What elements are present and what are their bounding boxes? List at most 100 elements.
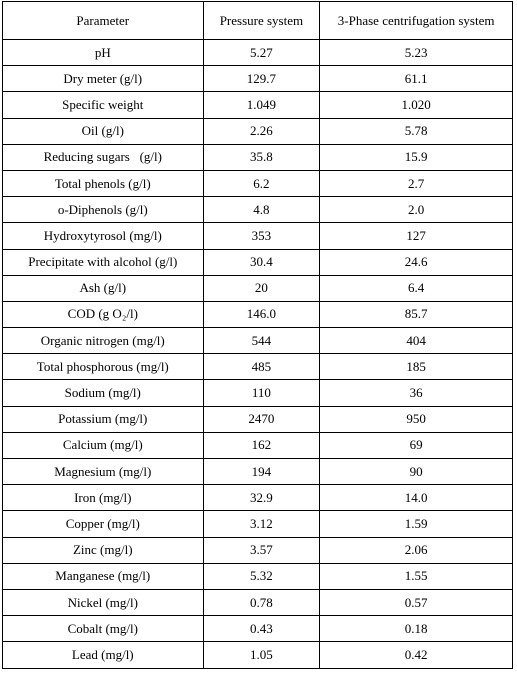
value-cell: 2470 bbox=[202, 405, 321, 433]
parameter-cell: Calcium (mg/l) bbox=[2, 431, 204, 460]
value-cell: 3.12 bbox=[202, 510, 321, 538]
header-row: Parameter Pressure system 3-Phase centrifu… bbox=[2, 1, 513, 40]
value-cell: 36 bbox=[319, 379, 513, 407]
parameter-cell: Dry meter (g/l) bbox=[2, 65, 204, 93]
value-cell: 146.0 bbox=[202, 300, 321, 329]
table-row: Oil (g/l) 2.26 5.78 bbox=[2, 117, 513, 145]
table-row: Reducing sugars (g/l) 35.8 15.9 bbox=[2, 143, 513, 171]
value-cell: 6.4 bbox=[319, 274, 513, 302]
table-row: Cobalt (mg/l) 0.43 0.18 bbox=[2, 615, 513, 643]
table-row: Magnesium (mg/l) 194 90 bbox=[2, 457, 513, 486]
value-cell: 2.06 bbox=[319, 536, 513, 564]
header-cell: Parameter bbox=[2, 1, 204, 40]
value-cell: 404 bbox=[319, 327, 513, 355]
value-cell: 1.020 bbox=[319, 91, 513, 119]
value-cell: 15.9 bbox=[319, 143, 513, 171]
parameter-cell: Manganese (mg/l) bbox=[2, 562, 204, 590]
value-cell: 1.05 bbox=[202, 641, 321, 669]
table-row: Nickel (mg/l) 0.78 0.57 bbox=[2, 588, 513, 617]
value-cell: 162 bbox=[202, 431, 321, 460]
value-cell: 14.0 bbox=[319, 484, 513, 512]
header-cell: Pressure system bbox=[202, 1, 321, 40]
value-cell: 185 bbox=[319, 353, 513, 381]
table-row: Iron (mg/l) 32.9 14.0 bbox=[2, 484, 513, 512]
data-table: Parameter Pressure system 3-Phase centrifu… bbox=[2, 1, 513, 669]
parameter-cell: Cobalt (mg/l) bbox=[2, 615, 204, 643]
table-row: Precipitate with alcohol (g/l) 30.4 24.6 bbox=[2, 248, 513, 276]
value-cell: 2.26 bbox=[202, 117, 321, 145]
table-row: Manganese (mg/l) 5.32 1.55 bbox=[2, 562, 513, 590]
value-cell: 3.57 bbox=[202, 536, 321, 564]
value-cell: 0.43 bbox=[202, 615, 321, 643]
parameter-cell: Copper (mg/l) bbox=[2, 510, 204, 538]
value-cell: 0.78 bbox=[202, 588, 321, 617]
table-row: Lead (mg/l) 1.05 0.42 bbox=[2, 641, 513, 669]
value-cell: 6.2 bbox=[202, 169, 321, 198]
parameter-cell: Ash (g/l) bbox=[2, 274, 204, 302]
table-row: Sodium (mg/l) 110 36 bbox=[2, 379, 513, 407]
value-cell: 544 bbox=[202, 327, 321, 355]
value-cell: 5.23 bbox=[319, 38, 513, 67]
value-cell: 90 bbox=[319, 457, 513, 486]
parameter-cell: Iron (mg/l) bbox=[2, 484, 204, 512]
table-row: pH 5.27 5.23 bbox=[2, 38, 513, 67]
value-cell: 1.55 bbox=[319, 562, 513, 590]
value-cell: 0.57 bbox=[319, 588, 513, 617]
value-cell: 0.42 bbox=[319, 641, 513, 669]
value-cell: 950 bbox=[319, 405, 513, 433]
value-cell: 30.4 bbox=[202, 248, 321, 276]
value-cell: 85.7 bbox=[319, 300, 513, 329]
value-cell: 129.7 bbox=[202, 65, 321, 93]
value-cell: 2.0 bbox=[319, 196, 513, 224]
value-cell: 0.18 bbox=[319, 615, 513, 643]
table-row: Specific weight 1.049 1.020 bbox=[2, 91, 513, 119]
parameter-cell: Lead (mg/l) bbox=[2, 641, 204, 669]
value-cell: 5.78 bbox=[319, 117, 513, 145]
table-row: Ash (g/l) 20 6.4 bbox=[2, 274, 513, 302]
table-row: Hydroxytyrosol (mg/l) 353 127 bbox=[2, 222, 513, 250]
header-cell: 3-Phase centrifugation system bbox=[319, 1, 513, 40]
value-cell: 24.6 bbox=[319, 248, 513, 276]
value-cell: 20 bbox=[202, 274, 321, 302]
table-row: Total phenols (g/l) 6.2 2.7 bbox=[2, 169, 513, 198]
parameter-cell: Total phosphorous (mg/l) bbox=[2, 353, 204, 381]
parameter-cell: Zinc (mg/l) bbox=[2, 536, 204, 564]
table-row: Zinc (mg/l) 3.57 2.06 bbox=[2, 536, 513, 564]
value-cell: 353 bbox=[202, 222, 321, 250]
value-cell: 69 bbox=[319, 431, 513, 460]
value-cell: 194 bbox=[202, 457, 321, 486]
value-cell: 32.9 bbox=[202, 484, 321, 512]
parameter-cell: pH bbox=[2, 38, 204, 67]
value-cell: 35.8 bbox=[202, 143, 321, 171]
value-cell: 127 bbox=[319, 222, 513, 250]
table-row: Dry meter (g/l) 129.7 61.1 bbox=[2, 65, 513, 93]
value-cell: 61.1 bbox=[319, 65, 513, 93]
table-row: Calcium (mg/l) 162 69 bbox=[2, 431, 513, 460]
value-cell: 5.32 bbox=[202, 562, 321, 590]
parameter-cell: o-Diphenols (g/l) bbox=[2, 196, 204, 224]
parameter-cell: Potassium (mg/l) bbox=[2, 405, 204, 433]
parameter-cell: Reducing sugars (g/l) bbox=[2, 143, 204, 171]
value-cell: 5.27 bbox=[202, 38, 321, 67]
parameter-cell: Total phenols (g/l) bbox=[2, 169, 204, 198]
parameter-cell: Magnesium (mg/l) bbox=[2, 457, 204, 486]
value-cell: 110 bbox=[202, 379, 321, 407]
parameter-cell: Organic nitrogen (mg/l) bbox=[2, 327, 204, 355]
table-row: Copper (mg/l) 3.12 1.59 bbox=[2, 510, 513, 538]
parameter-cell: Nickel (mg/l) bbox=[2, 588, 204, 617]
table-row: COD (g O₂/l) 146.0 85.7 bbox=[2, 300, 513, 329]
table-row: Potassium (mg/l) 2470 950 bbox=[2, 405, 513, 433]
table-row: o-Diphenols (g/l) 4.8 2.0 bbox=[2, 196, 513, 224]
parameter-cell: Sodium (mg/l) bbox=[2, 379, 204, 407]
table-row: Organic nitrogen (mg/l) 544 404 bbox=[2, 327, 513, 355]
value-cell: 1.049 bbox=[202, 91, 321, 119]
parameter-cell: Hydroxytyrosol (mg/l) bbox=[2, 222, 204, 250]
table-row: Total phosphorous (mg/l) 485 185 bbox=[2, 353, 513, 381]
value-cell: 4.8 bbox=[202, 196, 321, 224]
parameter-cell: Specific weight bbox=[2, 91, 204, 119]
value-cell: 485 bbox=[202, 353, 321, 381]
value-cell: 2.7 bbox=[319, 169, 513, 198]
parameter-cell: COD (g O₂/l) bbox=[2, 300, 204, 329]
parameter-cell: Precipitate with alcohol (g/l) bbox=[2, 248, 204, 276]
parameter-cell: Oil (g/l) bbox=[2, 117, 204, 145]
